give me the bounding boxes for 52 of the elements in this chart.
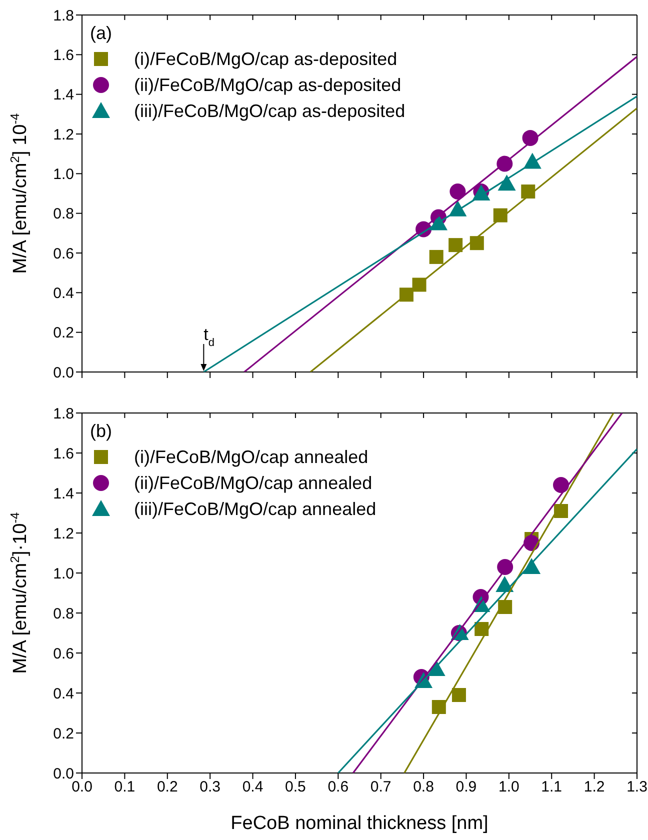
x-tick-label: 0.3	[200, 778, 221, 796]
legend-label: (i)/FeCoB/MgO/cap annealed	[134, 446, 368, 469]
y-tick-label: 1.2	[53, 126, 74, 144]
y-tick-label: 1.4	[53, 485, 74, 502]
x-tick-label: 0.7	[370, 778, 392, 796]
legend-label: (iii)/FeCoB/MgO/cap annealed	[134, 498, 376, 521]
y-tick-label: 0.0	[53, 765, 74, 782]
legend-label: (iii)/FeCoB/MgO/cap as-deposited	[134, 100, 406, 123]
x-tick-label: 1.2	[584, 778, 605, 796]
y-tick-label: 0.0	[53, 364, 74, 382]
annotation: (a)	[90, 22, 113, 45]
y-tick-label: 1.8	[53, 405, 74, 422]
point	[448, 238, 463, 252]
y-tick-label: 0.4	[53, 284, 74, 302]
point	[521, 184, 536, 199]
point	[450, 184, 466, 200]
point	[553, 477, 570, 493]
y-tick-label: 0.8	[53, 605, 74, 622]
x-tick-label: 0.6	[328, 778, 349, 796]
y-tick-label: 1.8	[53, 7, 74, 24]
x-tick-label: 1.1	[541, 778, 562, 796]
y-tick-label: 1.2	[53, 525, 74, 542]
legend-label: (i)/FeCoB/MgO/cap as-deposited	[134, 48, 398, 71]
y-tick-label: 1.6	[53, 445, 74, 462]
legend-label: (ii)/FeCoB/MgO/cap annealed	[134, 472, 372, 495]
legend-label: (ii)/FeCoB/MgO/cap as-deposited	[134, 74, 402, 97]
x-tick-label: 0.9	[456, 778, 477, 796]
y-tick-label: 0.8	[53, 206, 74, 223]
x-tick-label: 0.4	[242, 778, 264, 796]
x-tick-label: 0.0	[72, 778, 92, 796]
annotation: t$_{d}$	[204, 325, 215, 349]
annotation: (b)	[90, 420, 113, 443]
y-tick-label: 0.4	[53, 685, 74, 702]
x-tick-label: 0.5	[285, 778, 306, 796]
point	[470, 236, 484, 250]
x-tick-label: 0.2	[156, 778, 178, 796]
y-tick-label: 0.2	[53, 725, 74, 742]
y-tick-label: 0.6	[53, 645, 74, 662]
y-tick-label: 0.2	[53, 324, 74, 342]
point	[429, 250, 444, 264]
x-tick-label: 1.0	[498, 778, 520, 796]
y-tick-label: 1.4	[53, 86, 74, 104]
x-tick-label: 0.8	[413, 778, 434, 796]
y-tick-label: 0.6	[53, 245, 74, 262]
point	[452, 688, 466, 702]
y-tick-label: 1.6	[53, 46, 74, 64]
x-tick-label: 1.3	[626, 778, 648, 796]
x-tick-label: 0.1	[114, 778, 136, 796]
y-tick-label: 1.0	[53, 565, 74, 582]
point	[498, 174, 516, 191]
y-tick-label: 1.0	[53, 166, 74, 183]
x-axis-title: FeCoB nominal thickness [nm]	[230, 813, 488, 834]
